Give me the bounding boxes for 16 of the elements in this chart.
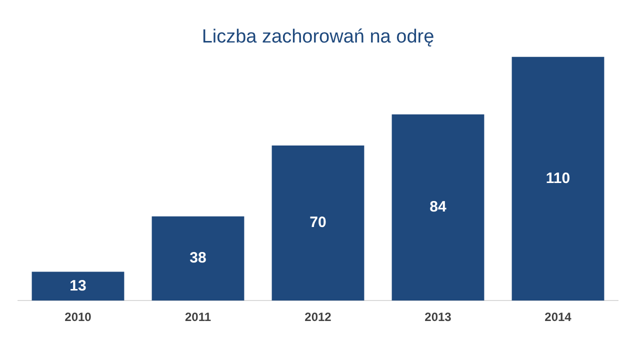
bar xyxy=(512,56,604,301)
data-label: 13 xyxy=(70,277,86,294)
bar xyxy=(272,145,364,301)
data-label: 110 xyxy=(546,170,570,187)
chart-title: Liczba zachorowań na odrę xyxy=(202,26,434,48)
data-label: 70 xyxy=(310,214,326,232)
bar xyxy=(152,216,244,301)
bar xyxy=(392,114,484,301)
x-tick-label: 2014 xyxy=(544,310,572,324)
x-tick-label: 2011 xyxy=(184,310,212,324)
x-tick-label: 2012 xyxy=(304,310,332,324)
data-label: 38 xyxy=(190,250,206,267)
data-label: 84 xyxy=(430,198,447,216)
x-tick-label: 2013 xyxy=(424,310,452,324)
bar xyxy=(32,272,124,301)
x-tick-label: 2010 xyxy=(64,310,92,324)
